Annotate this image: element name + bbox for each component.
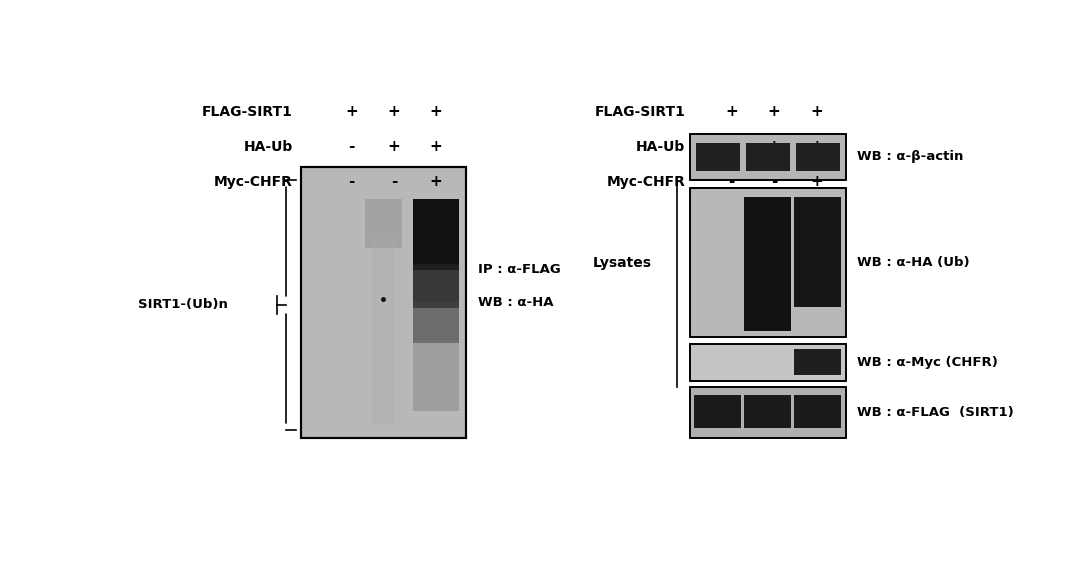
Text: +: + (346, 105, 358, 119)
Bar (795, 197, 841, 307)
Text: HA-Ub: HA-Ub (637, 140, 686, 154)
Bar (690, 189, 846, 337)
Text: -: - (349, 174, 355, 189)
Bar (746, 143, 789, 170)
Text: -: - (728, 174, 735, 189)
Text: HA-Ub: HA-Ub (243, 140, 292, 154)
Text: FLAG-SIRT1: FLAG-SIRT1 (202, 105, 292, 119)
Text: -: - (728, 139, 735, 154)
Bar (690, 387, 846, 438)
Bar (694, 395, 741, 428)
Bar (413, 264, 459, 307)
Text: WB : α-β-actin: WB : α-β-actin (857, 150, 964, 163)
Bar (690, 133, 846, 179)
Text: -: - (390, 174, 397, 189)
Bar (695, 143, 740, 170)
Text: +: + (429, 174, 443, 189)
Text: -: - (771, 174, 777, 189)
Text: +: + (767, 139, 780, 154)
Bar (690, 344, 846, 381)
Bar (413, 340, 459, 411)
Text: +: + (726, 105, 738, 119)
Bar (744, 197, 791, 331)
Text: WB : α-FLAG  (SIRT1): WB : α-FLAG (SIRT1) (857, 406, 1014, 419)
Text: +: + (810, 174, 823, 189)
Text: +: + (388, 139, 400, 154)
Bar (744, 395, 791, 428)
Bar (690, 344, 846, 381)
Text: WB : α-Myc (CHFR): WB : α-Myc (CHFR) (857, 356, 997, 369)
Bar (413, 199, 459, 270)
Text: WB : α-HA: WB : α-HA (479, 296, 554, 308)
Text: Lysates: Lysates (593, 256, 652, 270)
Bar (690, 133, 846, 179)
Bar (795, 395, 841, 428)
Bar (301, 166, 465, 438)
Bar (795, 349, 841, 375)
Text: +: + (810, 139, 823, 154)
Bar (796, 143, 839, 170)
Text: WB : α-HA (Ub): WB : α-HA (Ub) (857, 256, 969, 269)
Text: +: + (429, 139, 443, 154)
Text: +: + (388, 105, 400, 119)
Text: +: + (810, 105, 823, 119)
Text: IP : α-FLAG: IP : α-FLAG (479, 263, 561, 276)
Text: FLAG-SIRT1: FLAG-SIRT1 (594, 105, 686, 119)
Text: +: + (429, 105, 443, 119)
Text: +: + (767, 105, 780, 119)
Bar (690, 189, 846, 337)
Text: SIRT1-(Ub)n: SIRT1-(Ub)n (137, 298, 228, 311)
Bar (690, 387, 846, 438)
Text: Myc-CHFR: Myc-CHFR (606, 175, 686, 189)
Bar (372, 235, 395, 424)
Bar (301, 166, 465, 438)
Text: Myc-CHFR: Myc-CHFR (214, 175, 292, 189)
Text: -: - (349, 139, 355, 154)
Bar (365, 199, 402, 248)
Bar (413, 302, 459, 343)
